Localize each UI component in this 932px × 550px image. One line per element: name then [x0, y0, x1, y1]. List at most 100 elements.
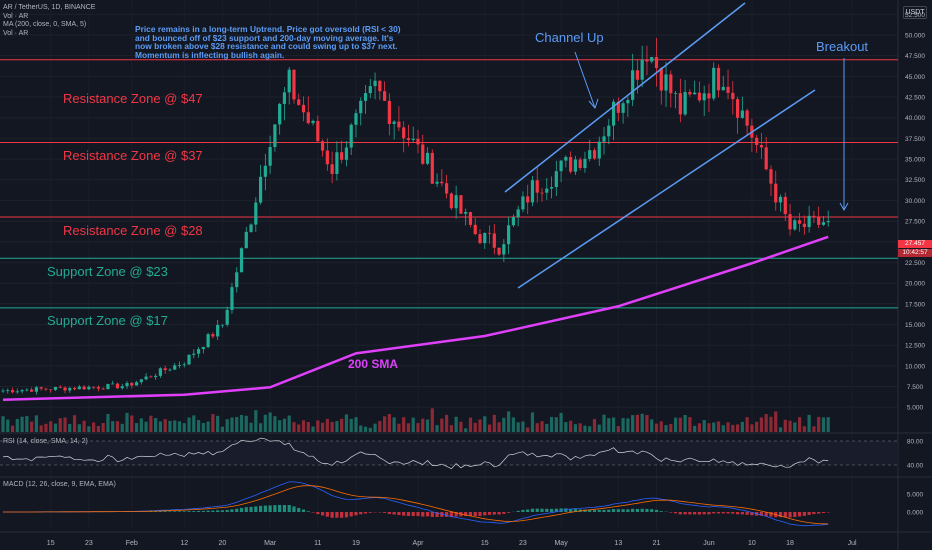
volume-bar [254, 410, 258, 432]
candle-body [807, 215, 811, 228]
macd-hist-bar [731, 512, 735, 514]
volume-bar [230, 417, 234, 432]
candle-body [478, 234, 482, 244]
candle-body [378, 80, 382, 92]
macd-hist-bar [363, 512, 368, 514]
price-tick: 10.000 [905, 363, 925, 370]
macd-hist-bar [406, 512, 411, 516]
candle-body [425, 152, 430, 164]
macd-hist-bar [468, 512, 473, 516]
candle-body [297, 99, 301, 105]
volume-bar [459, 421, 463, 432]
macd-hist-bar [611, 509, 616, 512]
candle-body [502, 244, 506, 255]
macd-hist-bar [530, 508, 535, 512]
volume-bar [82, 420, 86, 432]
volume-bar [387, 414, 391, 432]
volume-bar [616, 426, 620, 432]
macd-hist-bar [306, 511, 310, 512]
candle-body [583, 158, 587, 168]
candle-body [6, 390, 10, 391]
candle-body [387, 100, 391, 124]
macd-label[interactable]: MACD (12, 26, close, 9, EMA, EMA) [3, 481, 116, 488]
macd-hist-bar [793, 512, 797, 517]
time-tick: Mar [264, 540, 277, 547]
volume-bar [244, 415, 248, 432]
volume-bar [440, 418, 444, 432]
macd-hist-bar [526, 509, 530, 512]
price-tick: 5.000 [907, 405, 924, 412]
symbol-label[interactable]: AR / TetherUS, 1D, BINANCE [3, 4, 96, 11]
macd-hist-bar [759, 512, 764, 516]
candle-body [511, 217, 515, 226]
candle-body [82, 386, 86, 390]
macd-hist-bar [688, 512, 692, 515]
candle-body [373, 80, 377, 87]
macd-hist-bar [249, 506, 253, 512]
macd-pane: 5.000 0.000 [3, 481, 924, 527]
candle-body [49, 389, 53, 391]
candle-body [206, 334, 210, 348]
volume-bar [483, 416, 487, 432]
candle-body [359, 100, 363, 114]
candle-body [196, 349, 201, 354]
macd-hist-bar [182, 511, 186, 512]
macd-hist-bar [320, 512, 325, 516]
candle-body [235, 272, 239, 288]
volume-bar [645, 415, 649, 432]
candle-body [645, 59, 649, 62]
candle-body [349, 124, 353, 148]
candle-body [96, 387, 100, 389]
macd-hist-bar [335, 512, 339, 518]
volume-bar [301, 420, 306, 432]
rsi-label[interactable]: RSI (14, close, SMA, 14, 2) [3, 438, 88, 445]
candle-body [602, 136, 606, 142]
volume-bar [697, 423, 702, 432]
currency-label[interactable]: USDT [903, 6, 927, 19]
macd-hist-bar [616, 509, 620, 512]
time-tick: Jul [848, 540, 857, 547]
candle-body [87, 386, 91, 390]
time-tick: 19 [352, 540, 360, 547]
volume-label[interactable]: Vol · AR [3, 12, 29, 20]
price-tick: 22.500 [905, 260, 925, 267]
price-tick: 50.000 [905, 33, 925, 40]
candle-body [330, 164, 334, 174]
ma-label[interactable]: MA (200, close, 0, SMA, 5) [3, 21, 87, 28]
macd-hist-bar [244, 507, 248, 512]
macd-hist-bar [640, 508, 644, 512]
volume-bar [673, 417, 678, 432]
volume-bar [297, 424, 301, 432]
volume-bar [25, 416, 29, 432]
volume-bar [168, 420, 172, 432]
volume-bar [712, 422, 716, 432]
volume-bar [449, 425, 453, 432]
volume-bar [683, 414, 687, 432]
macd-hist-bar [344, 512, 349, 518]
countdown-tag: 10:42:57 [898, 249, 932, 257]
candle-body [44, 388, 48, 390]
volume-bar [664, 425, 668, 432]
macd-hist-bar [297, 507, 301, 512]
volume-bar [726, 422, 730, 432]
macd-hist-bar [507, 512, 511, 513]
volume-bar [492, 414, 496, 432]
time-tick: Jun [703, 540, 714, 547]
candle-body [564, 156, 568, 161]
candle-body [607, 125, 611, 137]
macd-hist-bar [492, 512, 496, 515]
candle-body [731, 92, 735, 100]
candle-body [626, 99, 630, 104]
macd-hist-bar [454, 512, 458, 517]
volume-bar [211, 414, 215, 432]
volume-bar [368, 427, 372, 432]
candle-body [354, 113, 358, 125]
candle-body [278, 103, 282, 125]
candle-body [473, 224, 477, 235]
volume-bar [793, 422, 797, 432]
volume-bar [158, 421, 163, 432]
macd-hist-bar [635, 508, 640, 512]
candle-body [759, 145, 764, 148]
volume-label-2[interactable]: Vol · AR [3, 29, 29, 37]
